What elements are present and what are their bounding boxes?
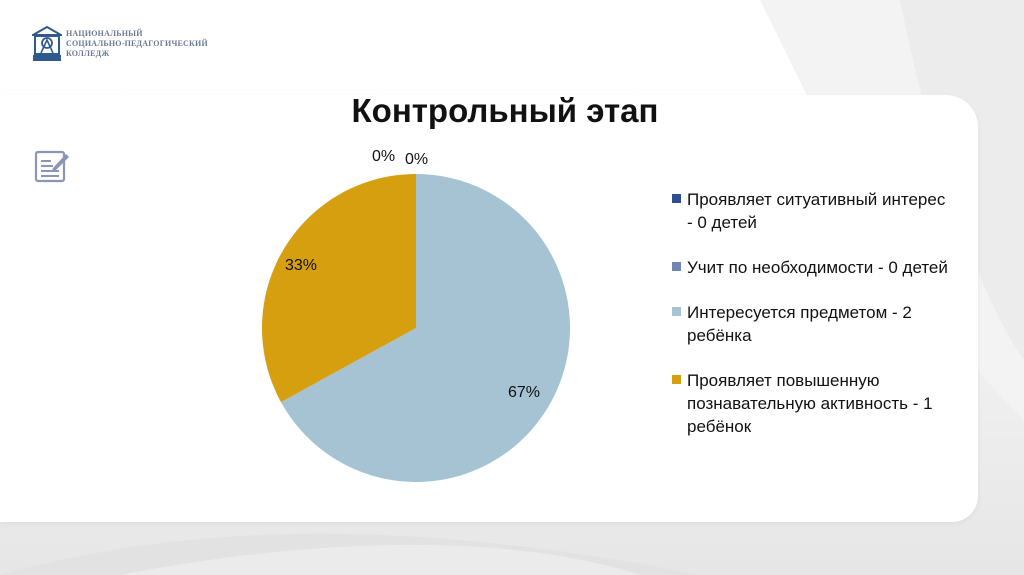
college-emblem-icon [32, 26, 62, 61]
legend-label: Проявляет ситуативный интерес - 0 детей [687, 190, 946, 232]
data-label-high-activity: 33% [285, 257, 318, 274]
pie-slice-high-activity[interactable] [262, 174, 416, 403]
legend-swatch [672, 375, 681, 384]
chart-legend: Проявляет ситуативный интерес - 0 детей … [672, 188, 952, 460]
college-name-line-2: СОЦИАЛЬНО-ПЕДАГОГИЧЕСКИЙ [66, 39, 208, 48]
legend-item-interested: Интересуется предметом - 2 ребёнка [672, 301, 952, 347]
pie-slice-interested[interactable] [281, 174, 571, 482]
note-edit-icon [34, 150, 69, 183]
legend-label: Учит по необходимости - 0 детей [687, 258, 948, 277]
data-label-necessity: 0% [405, 151, 429, 168]
legend-item-necessity: Учит по необходимости - 0 детей [672, 256, 952, 279]
legend-swatch [672, 262, 681, 271]
data-label-interested: 67% [508, 384, 541, 401]
legend-item-high-activity: Проявляет повышенную познавательную акти… [672, 369, 952, 438]
slide-title: Контрольный этап [351, 92, 659, 129]
data-label-situational: 0% [372, 148, 396, 165]
college-name-line-1: НАЦИОНАЛЬНЫЙ [66, 29, 143, 38]
pie-chart: 0% 0% 67% 33% [250, 148, 590, 500]
college-logo: НАЦИОНАЛЬНЫЙ СОЦИАЛЬНО-ПЕДАГОГИЧЕСКИЙ КО… [32, 26, 208, 62]
college-name-line-3: КОЛЛЕДЖ [66, 49, 110, 58]
legend-swatch [672, 194, 681, 203]
legend-item-situational: Проявляет ситуативный интерес - 0 детей [672, 188, 952, 234]
college-name: НАЦИОНАЛЬНЫЙ СОЦИАЛЬНО-ПЕДАГОГИЧЕСКИЙ КО… [66, 29, 208, 59]
legend-label: Интересуется предметом - 2 ребёнка [687, 303, 912, 345]
legend-label: Проявляет повышенную познавательную акти… [687, 371, 933, 436]
legend-swatch [672, 307, 681, 316]
pie-chart-svg [262, 174, 571, 482]
